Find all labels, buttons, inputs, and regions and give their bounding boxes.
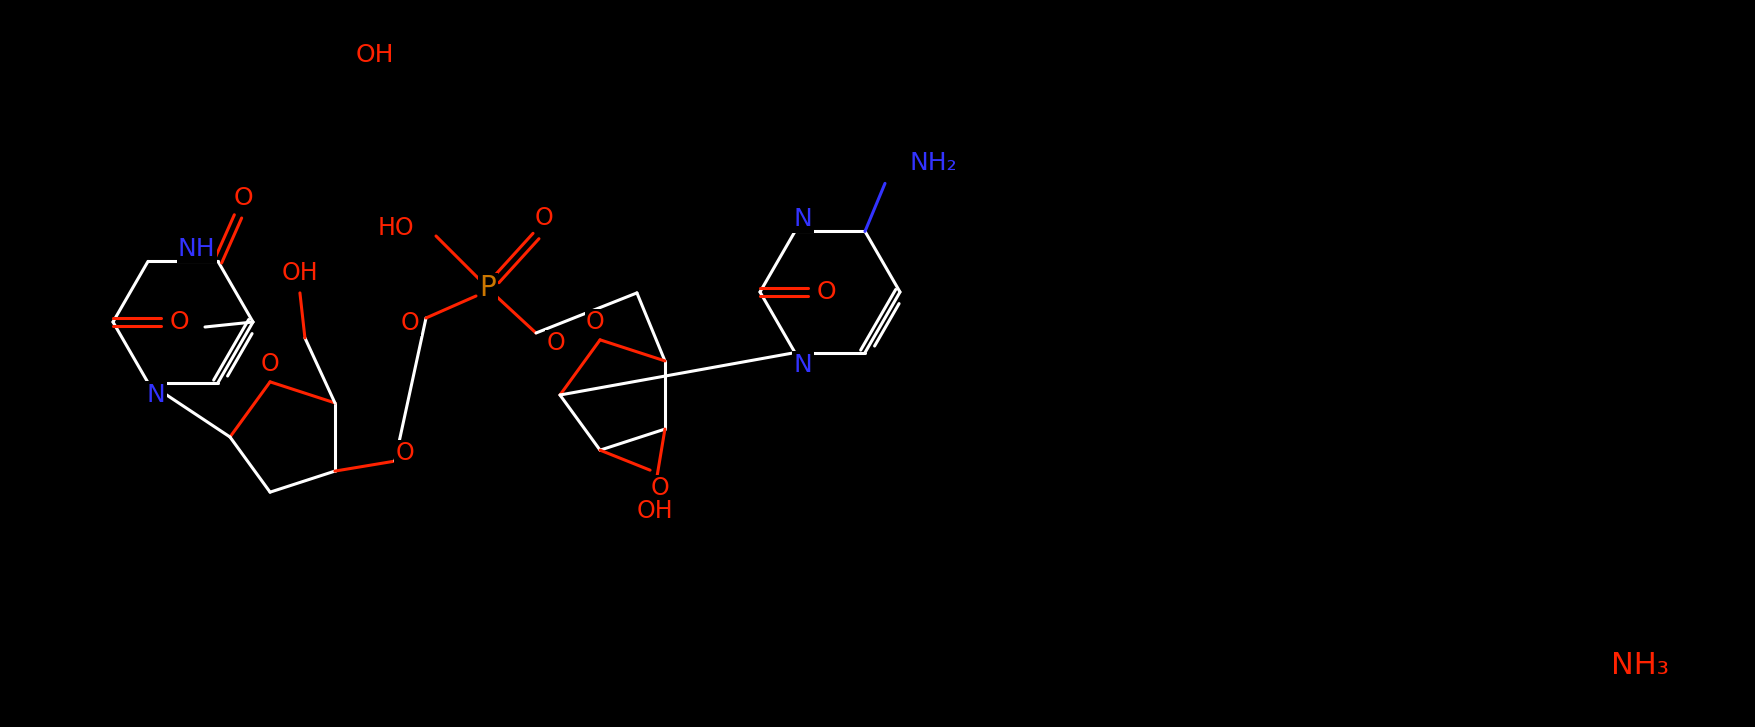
- Text: O: O: [400, 311, 419, 335]
- Text: O: O: [586, 310, 604, 334]
- Text: O: O: [261, 352, 279, 376]
- Text: O: O: [168, 310, 190, 334]
- Text: NH: NH: [177, 238, 216, 262]
- Text: P: P: [479, 274, 497, 302]
- Text: O: O: [395, 441, 414, 465]
- Text: O: O: [535, 206, 553, 230]
- Text: NH₂: NH₂: [911, 151, 958, 175]
- Text: O: O: [233, 186, 253, 210]
- Text: OH: OH: [281, 261, 318, 285]
- Text: OH: OH: [356, 43, 395, 67]
- Text: N: N: [793, 353, 813, 377]
- Text: NH₃: NH₃: [1611, 651, 1669, 680]
- Text: O: O: [651, 476, 669, 500]
- Text: O: O: [816, 280, 835, 304]
- Text: OH: OH: [637, 499, 674, 523]
- Text: N: N: [793, 207, 813, 231]
- Text: O: O: [546, 331, 565, 355]
- Text: HO: HO: [377, 216, 414, 240]
- Text: N: N: [147, 382, 165, 406]
